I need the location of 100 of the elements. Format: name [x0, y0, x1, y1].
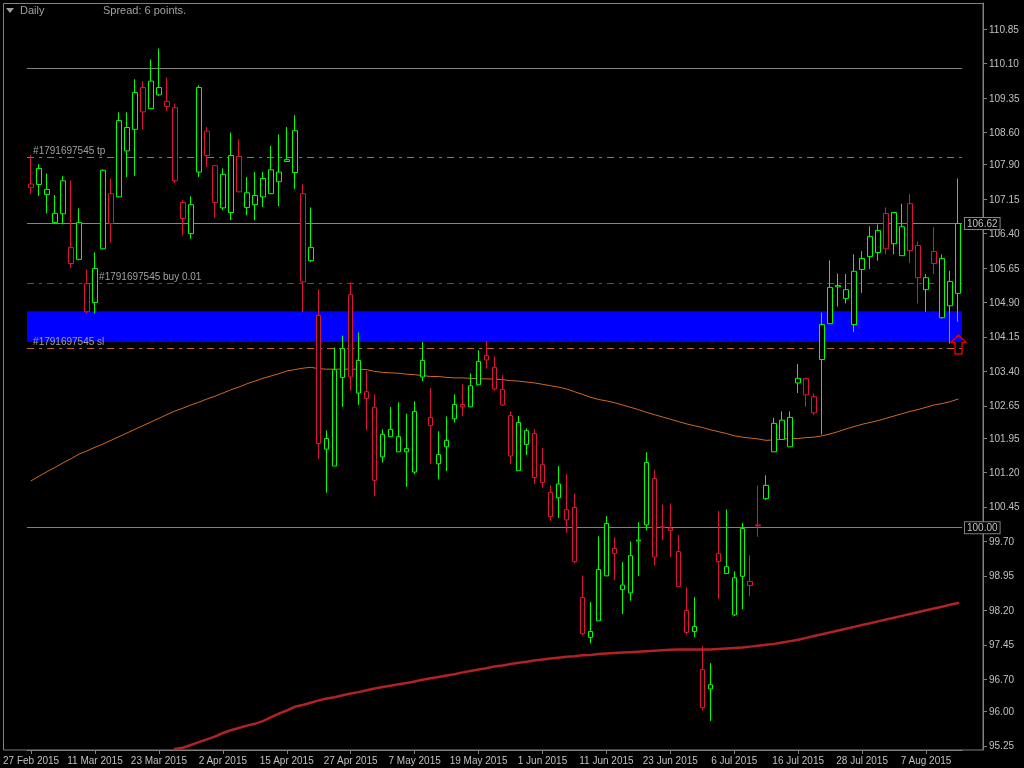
x-tick-label: 23 Jun 2015 — [642, 754, 699, 766]
candlestick — [779, 410, 785, 440]
candlestick — [620, 561, 625, 615]
y-tick-label: 110.10 — [989, 58, 1020, 70]
candlestick — [859, 250, 865, 294]
candlestick — [316, 288, 321, 460]
y-tick-label: 108.60 — [989, 127, 1021, 139]
y-tick-label: 96.70 — [989, 673, 1015, 685]
candlestick — [540, 447, 545, 489]
candlestick — [332, 347, 337, 467]
candlestick — [172, 103, 178, 184]
candlestick — [428, 387, 433, 465]
ref-line-label: 100.00 — [967, 522, 999, 534]
x-tick-label: 7 May 2015 — [388, 754, 442, 766]
candlestick — [100, 168, 106, 250]
candlestick — [548, 484, 553, 522]
y-tick-label: 97.45 — [989, 639, 1015, 651]
candlestick — [867, 225, 873, 270]
x-tick-label: 19 May 2015 — [449, 754, 508, 766]
candlestick — [660, 504, 665, 541]
candlestick — [851, 253, 857, 333]
x-tick-label: 7 Aug 2015 — [900, 754, 952, 766]
candlestick — [276, 133, 282, 207]
candlestick — [348, 281, 353, 392]
x-tick-label: 27 Feb 2015 — [2, 754, 60, 766]
y-tick-label: 110.85 — [989, 23, 1020, 35]
x-tick-label: 11 Jun 2015 — [579, 754, 634, 766]
candlestick — [292, 114, 298, 190]
candlestick — [84, 268, 90, 315]
y-tick-label: 96.00 — [989, 705, 1015, 717]
y-tick-label: 104.90 — [989, 297, 1021, 309]
candlestick — [412, 400, 417, 475]
candlestick — [404, 413, 409, 488]
candlestick — [564, 473, 569, 534]
candlestick — [132, 78, 138, 177]
candlestick — [684, 586, 689, 636]
x-tick-label: 2 Apr 2015 — [198, 754, 248, 766]
candlestick — [284, 126, 290, 162]
x-tick-label: 16 Jul 2015 — [772, 754, 825, 766]
candlestick — [308, 206, 314, 263]
candlestick — [492, 355, 497, 392]
candlestick — [692, 596, 697, 638]
candlestick — [44, 172, 50, 214]
y-tick-label: 102.65 — [989, 400, 1021, 412]
candlestick — [204, 126, 210, 168]
candlestick — [116, 111, 122, 198]
y-tick-label: 105.65 — [989, 262, 1021, 274]
candlestick — [787, 410, 793, 448]
candlestick — [572, 493, 577, 564]
candlestick — [52, 194, 58, 225]
candlestick — [644, 451, 649, 531]
candlestick — [819, 312, 825, 435]
candlestick — [140, 80, 146, 130]
candlestick — [883, 206, 889, 255]
y-tick-label: 100.45 — [989, 501, 1021, 513]
candlestick — [188, 195, 194, 240]
candlestick — [468, 372, 473, 408]
y-tick-label: 99.70 — [989, 535, 1015, 547]
candlestick — [811, 393, 817, 416]
y-tick-label: 95.25 — [989, 740, 1015, 752]
candlestick — [923, 273, 929, 313]
candlestick — [732, 570, 737, 617]
candlestick — [724, 508, 729, 575]
candlestick — [180, 199, 186, 236]
x-tick-label: 1 Jun 2015 — [517, 754, 568, 766]
candlestick — [604, 515, 609, 577]
y-tick-label: 101.20 — [989, 467, 1021, 479]
chart-subtitle: Spread: 6 points. — [103, 3, 187, 16]
candlestick — [268, 145, 274, 195]
candlestick — [636, 521, 641, 577]
y-tick-label: 98.95 — [989, 570, 1015, 582]
y-tick-label: 109.35 — [989, 92, 1021, 104]
y-tick-label: 98.20 — [989, 604, 1015, 616]
candlestick — [795, 363, 801, 394]
candlestick — [68, 179, 74, 269]
candlestick — [803, 377, 809, 408]
chart-title: Daily — [20, 3, 45, 16]
candlestick — [580, 574, 585, 636]
candlestick — [108, 177, 114, 244]
candlestick — [340, 335, 345, 408]
candlestick — [396, 401, 401, 453]
candlestick — [500, 374, 505, 407]
candlestick — [755, 484, 761, 538]
candlestick — [915, 240, 921, 304]
candlestick — [28, 154, 34, 195]
y-tick-label: 103.40 — [989, 365, 1021, 377]
candlestick — [300, 183, 306, 313]
candlestick — [716, 510, 721, 600]
candlestick — [827, 259, 833, 325]
candlestick — [668, 502, 673, 558]
candlestick — [436, 430, 441, 480]
candlestick — [771, 417, 777, 453]
candlestick — [124, 111, 130, 178]
candlestick — [60, 175, 66, 225]
ref-line-label: #1791697545 buy 0.01 — [99, 271, 202, 283]
candlestick — [156, 47, 162, 97]
ref-line-label: #1791697545 tp — [33, 144, 106, 156]
candlestick — [947, 270, 953, 344]
candlestick — [364, 370, 369, 431]
candlestick — [700, 645, 705, 711]
